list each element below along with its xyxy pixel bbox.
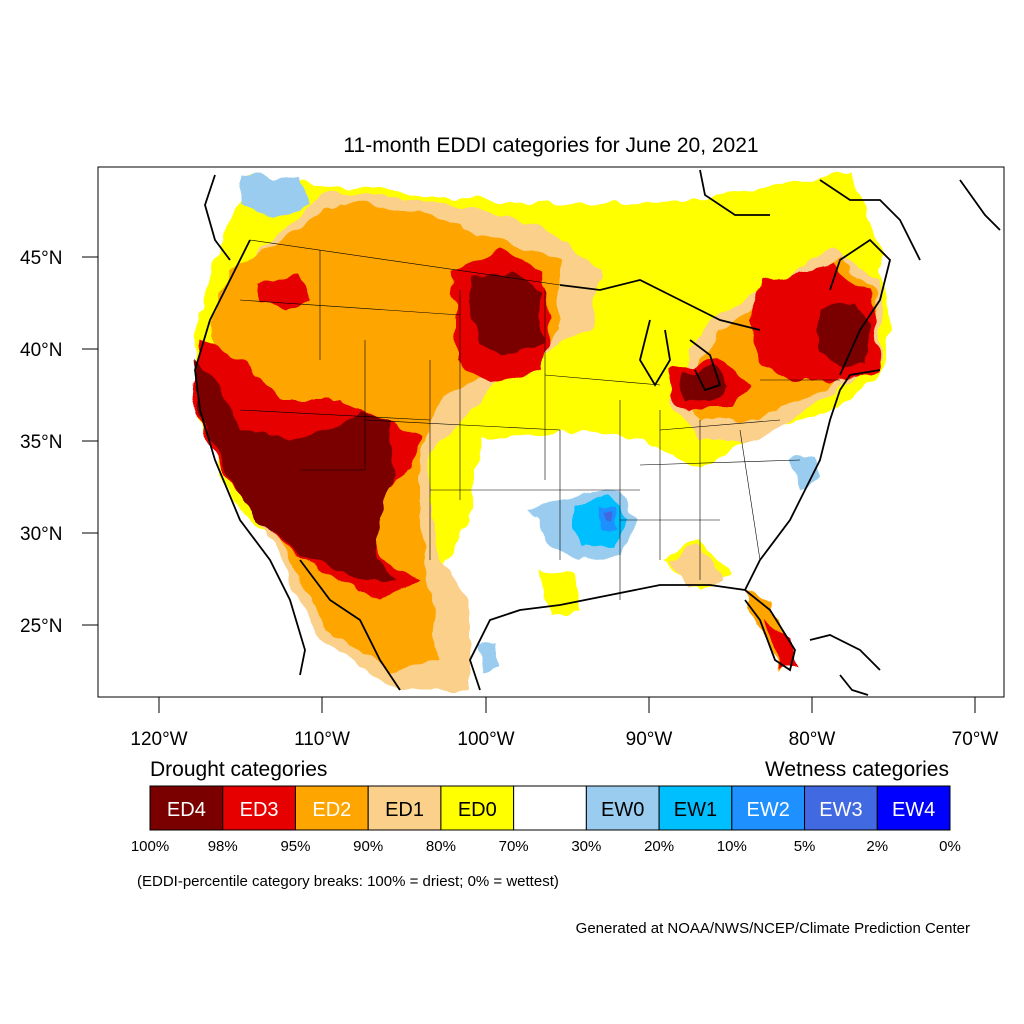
legend-swatch-label: ED2 bbox=[312, 799, 351, 821]
map-frame bbox=[97, 166, 1005, 698]
legend-break-label: 0% bbox=[939, 838, 961, 855]
legend-swatch bbox=[513, 785, 587, 831]
legend-swatch-label: EW2 bbox=[747, 799, 790, 821]
lon-label: 110°W bbox=[294, 729, 350, 750]
state-boundaries bbox=[239, 239, 840, 600]
legend-breaks: 100% 98% 95% 90% 80% 70% 30% 20% 10% 5% 2% 0% bbox=[131, 838, 961, 855]
map-title: 11-month EDDI categories for June 20, 20… bbox=[343, 134, 758, 157]
credit-line: Generated at NOAA/NWS/NCEP/Climate Predi… bbox=[576, 920, 970, 937]
legend-swatch bbox=[294, 785, 369, 831]
drought-heading: Drought categories bbox=[150, 758, 327, 781]
lat-label: 45°N bbox=[20, 248, 62, 269]
legend-break-label: 80% bbox=[426, 838, 456, 855]
legend-swatch-label: EW1 bbox=[674, 799, 717, 821]
legend-swatch-label: ED1 bbox=[385, 799, 424, 821]
legend-swatch-label: ED4 bbox=[167, 799, 206, 821]
lon-label: 120°W bbox=[130, 729, 187, 750]
lat-label: 30°N bbox=[20, 524, 62, 545]
legend-break-label: 20% bbox=[644, 838, 674, 855]
coastlines bbox=[194, 169, 1001, 696]
legend-swatch bbox=[804, 785, 878, 831]
legend-break-label: 100% bbox=[131, 838, 169, 855]
lon-label: 70°W bbox=[952, 729, 999, 750]
lat-label: 25°N bbox=[20, 616, 62, 637]
legend-swatch-label: ED3 bbox=[240, 799, 279, 821]
legend-swatch bbox=[876, 785, 951, 831]
ew3-arkansas bbox=[604, 512, 612, 522]
wetness-heading: Wetness categories bbox=[765, 758, 949, 781]
lon-label: 80°W bbox=[789, 729, 836, 750]
lat-axis bbox=[82, 256, 98, 626]
legend-break-label: 90% bbox=[353, 838, 383, 855]
legend-swatch-label: EW3 bbox=[819, 799, 862, 821]
lon-label: 90°W bbox=[626, 729, 673, 750]
legend-break-label: 98% bbox=[208, 838, 238, 855]
map-area bbox=[98, 167, 1004, 697]
ed4-southwest bbox=[195, 360, 395, 580]
legend-break-label: 2% bbox=[866, 838, 888, 855]
lat-label: 40°N bbox=[20, 340, 62, 361]
ed3-florida bbox=[765, 620, 798, 668]
legend-swatch bbox=[585, 785, 660, 831]
legend-break-label: 30% bbox=[571, 838, 601, 855]
legend-break-label: 70% bbox=[499, 838, 529, 855]
lat-label: 35°N bbox=[20, 432, 62, 453]
ew0-carolina bbox=[790, 455, 820, 490]
category-note: (EDDI-percentile category breaks: 100% =… bbox=[137, 873, 559, 890]
legend-break-label: 5% bbox=[794, 838, 816, 855]
ew0-texas bbox=[478, 640, 500, 675]
legend-swatch bbox=[149, 785, 224, 831]
legend-swatch bbox=[731, 785, 806, 831]
legend-break-label: 95% bbox=[280, 838, 310, 855]
legend-swatch bbox=[658, 785, 733, 831]
legend-colorbar: ED4 ED3 ED2 ED1 ED0 EW0 EW1 EW2 EW3 EW4 bbox=[149, 785, 951, 831]
legend-swatch-label: EW4 bbox=[892, 799, 935, 821]
legend-swatch-label: EW0 bbox=[601, 799, 644, 821]
legend-swatch bbox=[222, 785, 296, 831]
ew0-pnw bbox=[240, 175, 310, 220]
lon-axis bbox=[158, 697, 976, 713]
lon-label: 100°W bbox=[457, 729, 514, 750]
legend-swatch-label: ED0 bbox=[458, 799, 497, 821]
ed4-plains bbox=[470, 270, 540, 355]
legend-break-label: 10% bbox=[717, 838, 747, 855]
ed4-northeast bbox=[820, 300, 870, 368]
ed1-se bbox=[665, 545, 725, 585]
